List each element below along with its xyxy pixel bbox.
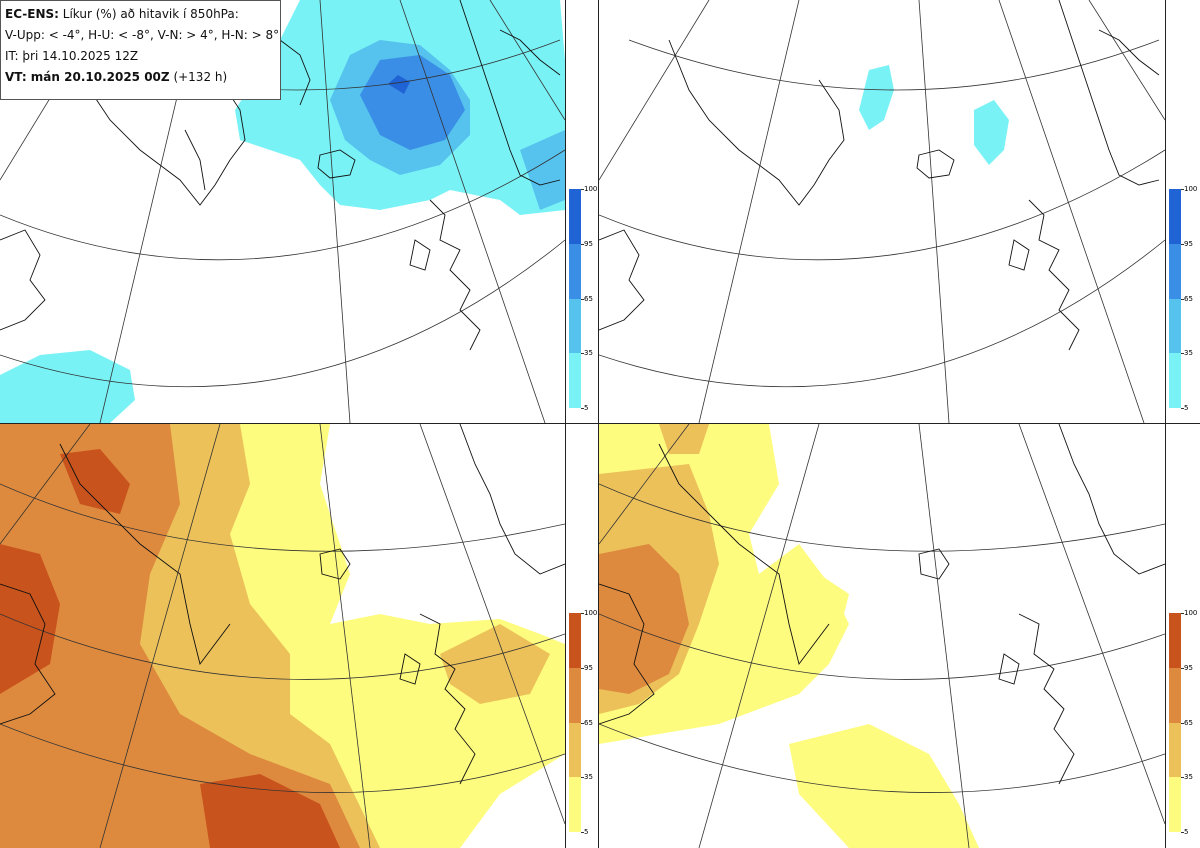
coastlines xyxy=(0,0,561,351)
colorbar-segment xyxy=(1169,722,1181,778)
coastlines xyxy=(599,424,1165,785)
colorbar-tick-label: 95 xyxy=(1184,239,1193,248)
colorbar-tick xyxy=(581,298,584,300)
colorbar-segment xyxy=(569,243,581,299)
legend-line-4: VT: mán 20.10.2025 00Z (+132 h) xyxy=(5,67,280,88)
colorbar-tick-label: 95 xyxy=(1184,663,1193,672)
probability-field xyxy=(0,0,565,423)
map-panel-upper-left: EC-ENS: Líkur (%) að hitavik í 850hPa: V… xyxy=(0,0,565,423)
legend-box: EC-ENS: Líkur (%) að hitavik í 850hPa: V… xyxy=(0,0,281,100)
colorbar-tick-label: 5 xyxy=(1184,828,1189,836)
colorbar-warm-right: 100 95 65 35 5 xyxy=(1169,609,1197,836)
colorbar-tick-label: 35 xyxy=(1184,349,1193,358)
colorbar-tick xyxy=(581,189,584,190)
colorbar-segment xyxy=(1169,189,1181,244)
init-time: IT: þri 14.10.2025 12Z xyxy=(5,49,139,63)
colorbar-segment xyxy=(1169,353,1181,408)
graticule xyxy=(599,0,1165,423)
chart-title: Líkur (%) að hitavik í 850hPa: xyxy=(62,7,239,21)
colorbar-segment xyxy=(569,298,581,354)
colorbar-tick-label: 65 xyxy=(1184,294,1193,303)
colorbar-tick-label: 95 xyxy=(584,663,593,672)
colorbar-segment xyxy=(1169,777,1181,832)
colorbar-tick-label: 5 xyxy=(1184,404,1189,412)
colorbar-tick xyxy=(1181,722,1184,724)
vertical-divider xyxy=(565,0,566,848)
colorbar-tick xyxy=(1181,353,1184,355)
colorbar-tick xyxy=(1181,243,1184,245)
colorbar-tick-label: 5 xyxy=(584,828,589,836)
colorbar-segment xyxy=(569,613,581,668)
colorbar-segment xyxy=(569,189,581,244)
colorbar-warm-left: 100 95 65 35 5 xyxy=(569,609,597,836)
colorbar-segment xyxy=(1169,243,1181,299)
colorbar-segment xyxy=(569,777,581,832)
colorbar-segment xyxy=(569,722,581,778)
colorbar-segment xyxy=(1169,667,1181,723)
colorbar-tick xyxy=(581,667,584,669)
coastlines xyxy=(0,424,565,785)
colorbar-tick xyxy=(1181,408,1184,409)
colorbar-tick-label: 35 xyxy=(584,773,593,782)
colorbar-segment xyxy=(1169,613,1181,668)
threshold-text: V-Upp: < -4°, H-U: < -8°, V-N: > 4°, H-N… xyxy=(5,28,280,42)
map-panel-upper-right xyxy=(599,0,1165,423)
probability-field xyxy=(599,424,979,848)
colorbar-tick xyxy=(1181,667,1184,669)
colorbar-segment xyxy=(1169,298,1181,354)
map-panel-lower-left xyxy=(0,424,565,848)
colorbar-tick-label: 100 xyxy=(584,609,598,617)
probability-field xyxy=(0,424,565,848)
probability-field xyxy=(859,65,1009,165)
colorbar-segment xyxy=(569,667,581,723)
colorbar-tick-label: 65 xyxy=(584,718,593,727)
colorbar-tick xyxy=(1181,298,1184,300)
colorbar-tick-label: 100 xyxy=(1184,185,1198,193)
colorbar-tick-label: 65 xyxy=(1184,718,1193,727)
legend-line-1: EC-ENS: Líkur (%) að hitavik í 850hPa: xyxy=(5,4,280,25)
colorbar-tick xyxy=(581,832,584,833)
colorbar-tick xyxy=(581,722,584,724)
colorbar-tick-label: 95 xyxy=(584,239,593,248)
colorbar-tick-label: 65 xyxy=(584,294,593,303)
graticule xyxy=(0,424,565,848)
colorbar-tick-label: 35 xyxy=(1184,773,1193,782)
colorbar-cold-right: 100 95 65 35 5 xyxy=(1169,185,1197,412)
colorbar-tick xyxy=(1181,832,1184,833)
colorbar-tick-label: 5 xyxy=(584,404,589,412)
coastlines xyxy=(599,0,1160,351)
vertical-divider-right xyxy=(598,0,599,848)
colorbar-tick-label: 35 xyxy=(584,349,593,358)
model-label: EC-ENS: xyxy=(5,7,59,21)
vertical-divider-far-right xyxy=(1165,0,1166,848)
colorbar-cold-left: 100 95 65 35 5 xyxy=(569,185,597,412)
colorbar-tick xyxy=(581,243,584,245)
map-panel-lower-right xyxy=(599,424,1165,848)
colorbar-segment xyxy=(569,353,581,408)
colorbar-tick xyxy=(1181,613,1184,614)
graticule xyxy=(599,424,1165,848)
colorbar-tick-label: 100 xyxy=(584,185,598,193)
colorbar-tick-label: 100 xyxy=(1184,609,1198,617)
horizontal-divider xyxy=(0,423,1200,424)
colorbar-tick xyxy=(581,408,584,409)
colorbar-tick xyxy=(1181,189,1184,190)
colorbar-tick xyxy=(581,353,584,355)
valid-offset: (+132 h) xyxy=(173,70,228,84)
colorbar-tick xyxy=(581,613,584,614)
valid-time: VT: mán 20.10.2025 00Z xyxy=(5,70,170,84)
colorbar-tick xyxy=(581,777,584,779)
colorbar-tick xyxy=(1181,777,1184,779)
